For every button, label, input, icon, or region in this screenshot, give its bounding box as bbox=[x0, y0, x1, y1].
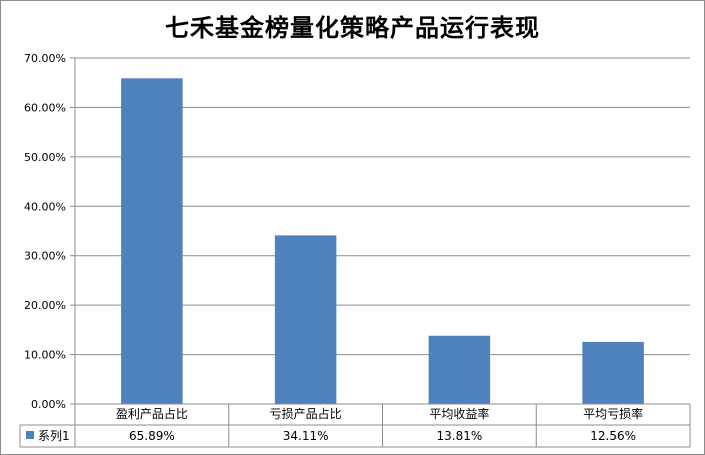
data-table-value: 12.56% bbox=[590, 429, 636, 443]
x-category-label: 平均收益率 bbox=[429, 406, 489, 421]
y-tick-label: 0.00% bbox=[31, 398, 66, 411]
legend-series-name: 系列1 bbox=[38, 429, 70, 443]
y-tick-label: 10.00% bbox=[24, 349, 66, 362]
legend-swatch bbox=[26, 431, 34, 439]
y-tick-label: 60.00% bbox=[24, 101, 66, 114]
data-table-value: 65.89% bbox=[129, 429, 175, 443]
bar bbox=[582, 341, 644, 404]
y-tick-label: 70.00% bbox=[24, 52, 66, 65]
data-table-value: 13.81% bbox=[436, 429, 482, 443]
y-tick-label: 40.00% bbox=[24, 200, 66, 213]
y-tick-label: 20.00% bbox=[24, 299, 66, 312]
chart-title: 七禾基金榜量化策略产品运行表现 bbox=[165, 13, 540, 42]
data-table-value: 34.11% bbox=[283, 429, 329, 443]
x-category-label: 亏损产品占比 bbox=[270, 406, 342, 421]
bar bbox=[121, 78, 183, 405]
bar bbox=[274, 235, 337, 404]
y-tick-label: 30.00% bbox=[24, 250, 66, 263]
x-category-label: 平均亏损率 bbox=[583, 406, 643, 421]
y-tick-label: 50.00% bbox=[24, 151, 66, 164]
x-category-label: 盈利产品占比 bbox=[116, 406, 188, 421]
bar bbox=[428, 335, 491, 404]
